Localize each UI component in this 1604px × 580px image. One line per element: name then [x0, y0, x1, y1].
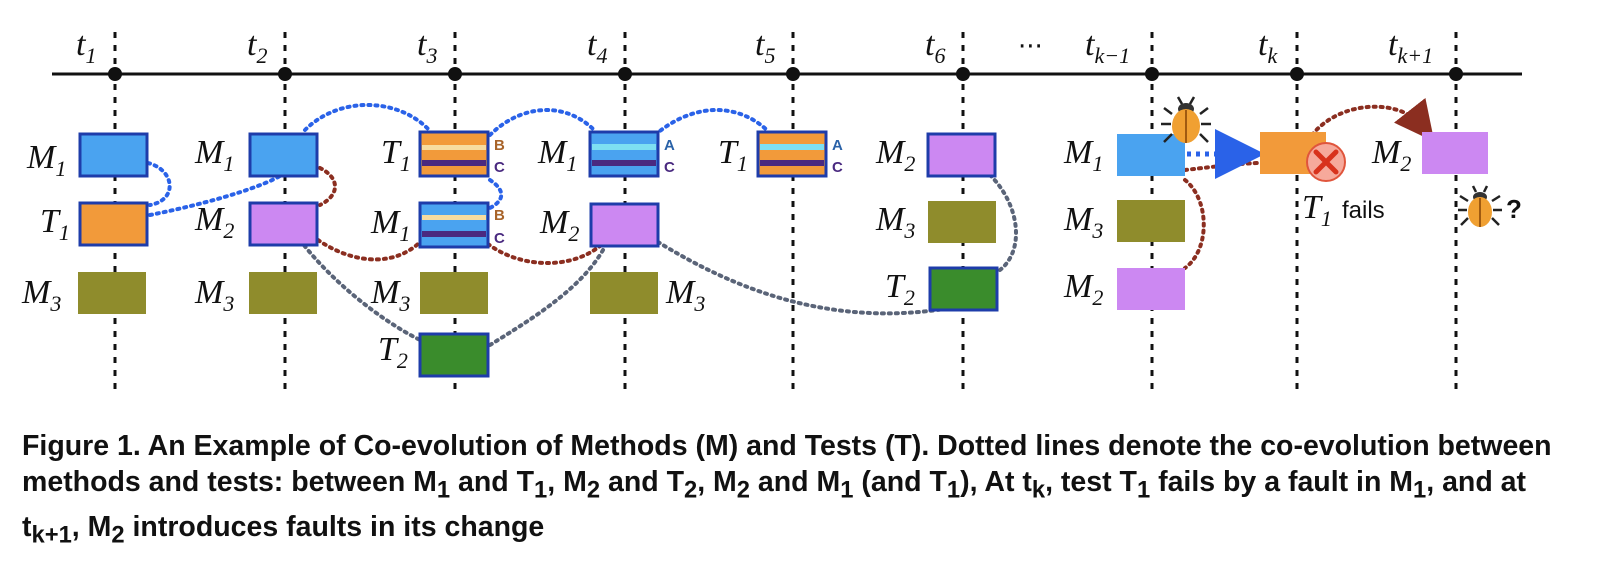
link-m2-m1 [486, 242, 602, 265]
method-m2-block [1117, 268, 1185, 310]
bug-icon [1458, 185, 1502, 227]
method-m3-block [928, 201, 996, 243]
link-m2-m1 [1183, 161, 1262, 172]
time-label: t6 [925, 26, 945, 68]
question-mark: ? [1506, 194, 1522, 224]
link-m2-m1 [316, 238, 420, 262]
time-labels: t1 t2 t3 t4 t5 t6 ··· tk−1 tk tk+1 [76, 26, 1433, 68]
link-m2-t2 [298, 238, 422, 342]
bug-icon [1161, 96, 1211, 143]
time-label: t3 [417, 26, 437, 68]
ellipsis: ··· [1018, 32, 1043, 62]
link-m1-t1 [653, 108, 770, 137]
time-label: t1 [76, 26, 96, 68]
time-guides [113, 32, 1458, 392]
method-m3-block [1117, 200, 1185, 242]
link-m1-t1 [488, 108, 597, 137]
method-m2-block [248, 201, 319, 247]
time-label: tk [1258, 26, 1278, 68]
link-m1-t1 [488, 178, 504, 210]
method-m2-block [1422, 132, 1488, 174]
method-m1-block [78, 132, 149, 178]
m2-label: M2 [1063, 268, 1103, 310]
column-t3: T1 M1 M3 T2 B C B C [370, 130, 505, 378]
m1-label: M1 [370, 204, 410, 246]
column-t5: T1 A C [718, 130, 843, 178]
m1-label: M1 [537, 134, 577, 176]
method-m3-block [78, 272, 146, 314]
link-m2-m1 [1183, 178, 1206, 270]
m3-label: M3 [665, 274, 705, 316]
change-tag-c: C [494, 159, 505, 176]
m2-label: M2 [1371, 134, 1411, 176]
change-tag-b: B [494, 137, 505, 154]
m2-label: M2 [875, 134, 915, 176]
t2-label: T2 [885, 268, 915, 310]
co-evolution-diagram: t1 t2 t3 t4 t5 t6 ··· tk−1 tk tk+1 [21, 26, 1522, 392]
time-label: t4 [587, 26, 607, 68]
column-tk+1: M2 ? [1371, 132, 1522, 227]
fail-x-icon [1306, 142, 1346, 182]
link-m1-t1 [148, 174, 282, 217]
t1-label: T1 [718, 134, 748, 176]
test-t1-changed-block [756, 130, 828, 178]
time-label: tk+1 [1388, 26, 1433, 68]
m2-label: M2 [539, 204, 579, 246]
m2-label: M2 [194, 201, 234, 243]
column-tk: T1 fails [1260, 132, 1385, 231]
m3-label: M3 [194, 274, 234, 316]
method-m1-changed-block [418, 201, 490, 249]
link-m2-m1 [1310, 97, 1435, 142]
method-m1-block [1117, 134, 1185, 176]
time-label: t2 [247, 26, 267, 68]
column-tk-1: M1 M3 M2 [1063, 96, 1211, 310]
t2-label: T2 [378, 331, 408, 373]
t1-label: T1 [381, 134, 411, 176]
m1-label: M1 [1063, 134, 1103, 176]
change-tag-b: B [494, 207, 505, 224]
time-label: tk−1 [1085, 26, 1130, 68]
m3-label: M3 [1063, 201, 1103, 243]
link-m2-t2 [488, 248, 605, 347]
change-tag-c: C [494, 230, 505, 247]
fails-label: fails [1342, 197, 1385, 224]
m1-label: M1 [194, 134, 234, 176]
figure-caption: Figure 1. An Example of Co-evolution of … [22, 430, 1552, 549]
change-tag-c: C [664, 159, 675, 176]
m1-label: M1 [26, 139, 66, 181]
m3-label: M3 [370, 274, 410, 316]
method-m3-block [249, 272, 317, 314]
column-t4: M1 M2 M3 A C [537, 130, 705, 316]
test-t1-changed-block [418, 130, 490, 178]
method-m3-block [420, 272, 488, 314]
test-t2-block [418, 332, 490, 378]
link-m2-t2 [988, 173, 1018, 272]
column-t1: M1 T1 M3 [21, 132, 149, 316]
link-m2-m1 [318, 166, 337, 207]
change-tag-c: C [832, 159, 843, 176]
method-m2-block [926, 132, 997, 178]
method-m1-block [248, 132, 319, 178]
m3-label: M3 [21, 274, 61, 316]
test-t2-block [928, 266, 999, 312]
column-t6: M2 M3 T2 [875, 132, 999, 312]
change-tag-a: A [664, 137, 675, 154]
column-t2: M1 M2 M3 [194, 132, 319, 316]
method-m2-block [589, 202, 660, 248]
method-m1-changed-block [588, 130, 660, 178]
time-label: t5 [755, 26, 775, 68]
m3-label: M3 [875, 201, 915, 243]
method-m3-block [590, 272, 658, 314]
t1-label: T1 [40, 203, 70, 245]
link-m1-t1 [303, 103, 432, 133]
co-evolution-links [146, 97, 1435, 347]
change-tag-a: A [832, 137, 843, 154]
link-m1-t1 [146, 161, 172, 207]
test-t1-block [78, 201, 149, 247]
time-dots [108, 67, 1463, 81]
link-m2-t2 [656, 240, 952, 316]
t1-label: T1 [1302, 189, 1332, 231]
